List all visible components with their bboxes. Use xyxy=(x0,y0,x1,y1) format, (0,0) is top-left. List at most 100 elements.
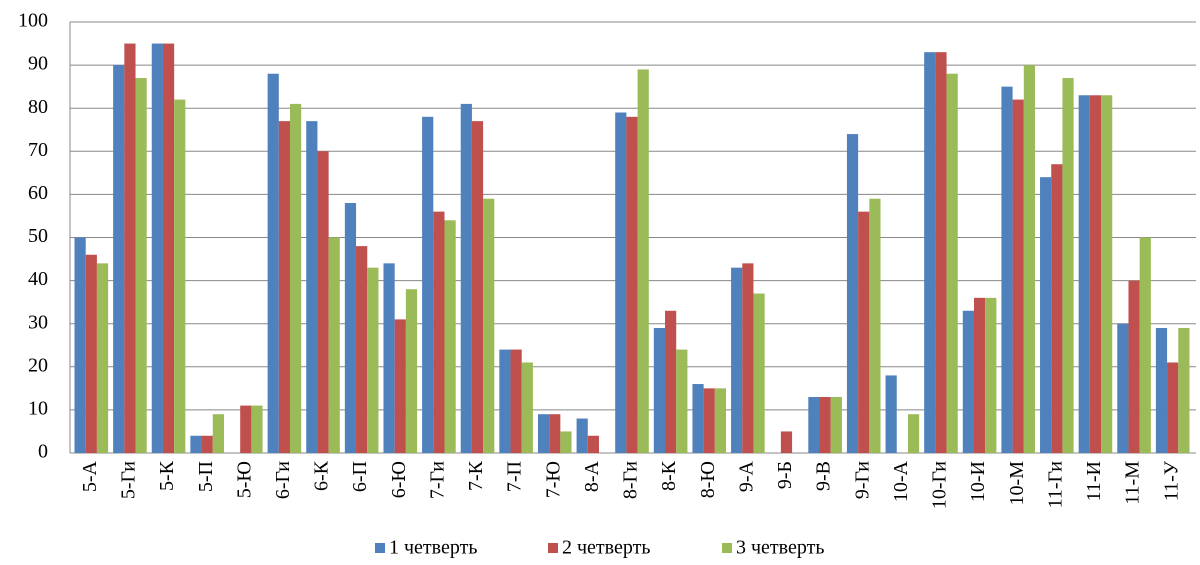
bar xyxy=(344,203,357,453)
bar xyxy=(278,121,291,453)
bar xyxy=(499,349,511,453)
y-tick-label: 30 xyxy=(28,311,48,333)
bar xyxy=(858,211,870,453)
x-tick-label: 5-П xyxy=(195,461,217,492)
bar xyxy=(808,396,820,453)
bar xyxy=(819,396,831,453)
bar xyxy=(830,396,842,453)
y-tick-label: 70 xyxy=(28,139,48,161)
bar xyxy=(742,263,754,453)
bar xyxy=(703,388,715,453)
legend-swatch xyxy=(375,543,385,553)
y-tick-label: 50 xyxy=(28,225,48,247)
y-tick-label: 40 xyxy=(28,268,48,290)
bar xyxy=(1155,328,1168,453)
bar xyxy=(251,405,263,453)
bar xyxy=(885,375,897,453)
bar xyxy=(1128,280,1140,453)
bar xyxy=(444,220,456,453)
y-tick-label: 0 xyxy=(38,441,48,463)
x-tick-label: 6-Ги xyxy=(272,461,294,499)
bar xyxy=(433,211,445,453)
bar xyxy=(560,431,572,453)
bar xyxy=(1012,99,1024,453)
bar xyxy=(201,435,213,453)
bar xyxy=(731,267,743,453)
bar xyxy=(615,112,627,453)
bar xyxy=(1062,78,1074,453)
bar xyxy=(174,99,186,453)
bar xyxy=(846,134,859,453)
x-tick-label: 8-Ю xyxy=(697,461,719,498)
bar xyxy=(973,297,986,453)
bar xyxy=(1117,323,1129,453)
bar xyxy=(962,310,974,453)
bar xyxy=(653,328,666,453)
x-tick-label: 6-К xyxy=(311,460,333,491)
bar xyxy=(946,73,958,453)
bar xyxy=(422,116,434,453)
x-tick-label: 7-К xyxy=(465,460,487,491)
bar xyxy=(587,435,599,453)
x-tick-label: 7-П xyxy=(504,461,526,492)
bar xyxy=(383,263,395,453)
bar xyxy=(1001,86,1013,454)
x-tick-label: 11-М xyxy=(1122,461,1144,505)
bar xyxy=(1051,164,1063,454)
bar xyxy=(780,431,793,453)
legend-label: 1 четверть xyxy=(389,537,477,559)
bar xyxy=(394,319,406,453)
y-tick-label: 10 xyxy=(28,397,48,419)
bar xyxy=(537,414,550,453)
bar xyxy=(626,116,638,453)
x-tick-label: 8-Ги xyxy=(620,461,642,499)
bar xyxy=(1167,362,1179,453)
x-tick-label: 9-А xyxy=(735,460,757,492)
legend-label: 3 четверть xyxy=(736,537,824,559)
y-tick-label: 60 xyxy=(28,182,48,204)
bar xyxy=(306,121,318,453)
legend-swatch xyxy=(548,543,558,553)
bar xyxy=(124,43,136,454)
bar xyxy=(1040,177,1052,453)
x-tick-label: 5-К xyxy=(156,460,178,491)
x-tick-label: 10-М xyxy=(1006,461,1028,506)
bar xyxy=(576,418,588,453)
bar xyxy=(1101,95,1113,454)
x-tick-label: 7-Ги xyxy=(426,461,448,499)
bar xyxy=(162,43,175,454)
bar xyxy=(190,435,202,453)
bar xyxy=(74,237,86,453)
x-tick-label: 10-Ги xyxy=(929,461,951,509)
bar xyxy=(96,263,109,453)
bar xyxy=(367,267,379,453)
bar xyxy=(521,362,533,453)
x-tick-label: 6-Ю xyxy=(388,461,410,498)
bar xyxy=(151,43,163,454)
bar xyxy=(328,237,340,453)
bar xyxy=(676,349,688,453)
x-tick-label: 9-Ги xyxy=(851,461,873,499)
bar xyxy=(907,414,920,453)
bar xyxy=(665,310,677,453)
bar xyxy=(1178,328,1190,453)
bar xyxy=(85,254,97,453)
y-tick-label: 80 xyxy=(28,96,48,118)
x-tick-label: 7-Ю xyxy=(542,461,564,498)
x-tick-label: 11-У xyxy=(1160,460,1182,501)
x-tick-label: 10-А xyxy=(890,460,912,502)
bar xyxy=(985,297,997,453)
bar xyxy=(290,103,302,453)
bar xyxy=(460,103,472,453)
x-tick-label: 9-Б xyxy=(774,461,796,489)
bar xyxy=(135,78,147,453)
bar xyxy=(549,414,561,453)
x-tick-label: 6-П xyxy=(349,461,371,492)
x-tick-label: 9-В xyxy=(813,461,835,491)
bar xyxy=(471,121,484,453)
bar xyxy=(1023,65,1036,453)
bar xyxy=(113,65,125,453)
x-tick-label: 10-И xyxy=(967,461,989,502)
bar xyxy=(753,293,765,453)
x-tick-label: 5-Ю xyxy=(233,461,255,498)
